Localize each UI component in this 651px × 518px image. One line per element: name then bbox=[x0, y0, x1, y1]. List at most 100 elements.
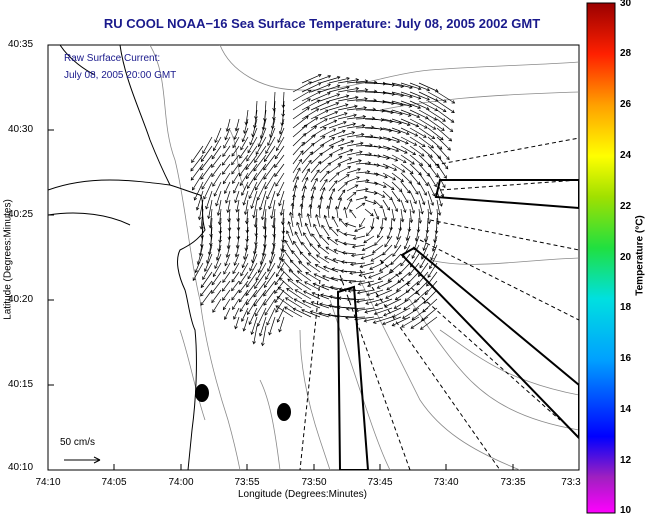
current-vector-head bbox=[331, 188, 336, 192]
current-vector bbox=[355, 99, 377, 102]
current-vector bbox=[310, 169, 320, 183]
current-vector-head bbox=[240, 272, 244, 277]
current-vector-head bbox=[212, 309, 216, 313]
current-vector bbox=[243, 316, 249, 332]
current-vector bbox=[211, 271, 222, 285]
current-vector-head bbox=[309, 310, 314, 314]
current-vector-head bbox=[224, 136, 228, 141]
current-vector bbox=[355, 180, 369, 183]
current-vector bbox=[364, 172, 379, 175]
current-vector bbox=[324, 215, 330, 228]
current-vector bbox=[301, 74, 322, 84]
current-vector bbox=[436, 91, 455, 104]
current-vector bbox=[291, 250, 303, 264]
current-vector-head bbox=[354, 184, 359, 188]
colorbar bbox=[586, 2, 616, 514]
current-vector bbox=[328, 172, 340, 183]
current-vector-head bbox=[246, 283, 250, 288]
current-vector-head bbox=[429, 265, 433, 270]
current-vector-head bbox=[423, 300, 427, 304]
current-vector bbox=[222, 154, 231, 166]
current-vector-head bbox=[314, 264, 319, 268]
current-vector-head bbox=[443, 99, 447, 103]
current-vector bbox=[373, 199, 383, 209]
current-vector bbox=[278, 190, 285, 206]
current-vector bbox=[392, 244, 402, 257]
current-vector-head bbox=[319, 234, 323, 239]
current-vector-head bbox=[301, 194, 306, 198]
current-vector-head bbox=[405, 237, 410, 241]
colorbar-tick: 26 bbox=[620, 99, 632, 110]
current-vector bbox=[391, 208, 395, 222]
current-vector-head bbox=[241, 138, 246, 143]
current-vector bbox=[336, 315, 357, 318]
current-vector-head bbox=[312, 282, 317, 287]
current-vector-head bbox=[294, 231, 298, 235]
current-vector bbox=[418, 91, 438, 102]
current-vector-head bbox=[341, 260, 345, 264]
current-vector bbox=[338, 297, 357, 300]
radar-beams bbox=[336, 179, 579, 470]
current-vector bbox=[255, 136, 267, 155]
current-vector bbox=[224, 253, 231, 266]
current-vector bbox=[335, 239, 348, 246]
current-vector bbox=[288, 221, 294, 237]
current-vector bbox=[427, 190, 434, 206]
current-vector bbox=[355, 153, 372, 156]
current-vector-head bbox=[245, 229, 250, 234]
current-vector bbox=[222, 145, 231, 157]
current-vector bbox=[291, 203, 294, 219]
current-vector-head bbox=[315, 254, 320, 258]
current-vector-head bbox=[302, 133, 307, 137]
current-vector-head bbox=[351, 244, 356, 249]
current-vector bbox=[391, 145, 408, 154]
current-vector bbox=[318, 205, 321, 219]
current-vector bbox=[375, 298, 393, 306]
x-tick: 73:50 bbox=[301, 477, 327, 488]
current-vector bbox=[212, 262, 222, 277]
legend-line-2: July 08, 2005 20:00 GMT bbox=[64, 70, 177, 81]
current-vector bbox=[281, 109, 285, 126]
current-vector bbox=[263, 163, 276, 180]
current-vector bbox=[224, 181, 231, 194]
current-vector bbox=[389, 262, 402, 274]
current-vector-head bbox=[245, 175, 250, 180]
current-vector-head bbox=[407, 113, 412, 117]
current-vector bbox=[423, 235, 429, 251]
current-vector bbox=[361, 253, 375, 259]
current-vector-head bbox=[240, 146, 244, 151]
current-vector bbox=[309, 204, 312, 219]
current-vector bbox=[306, 262, 321, 273]
current-vector bbox=[262, 325, 267, 346]
current-vector-head bbox=[327, 83, 331, 87]
current-vector-head bbox=[340, 269, 344, 273]
current-vector bbox=[374, 235, 384, 246]
current-vector-head bbox=[239, 308, 244, 313]
current-vector-head bbox=[313, 223, 317, 228]
current-vector bbox=[355, 82, 377, 84]
current-vector-head bbox=[241, 192, 245, 196]
current-vector-head bbox=[278, 328, 282, 333]
current-vector-head bbox=[359, 150, 363, 155]
current-vector bbox=[310, 152, 323, 165]
current-vector bbox=[397, 271, 411, 283]
current-vector bbox=[373, 136, 391, 141]
current-vector bbox=[257, 181, 267, 201]
current-vector bbox=[319, 235, 330, 246]
current-vector-head bbox=[372, 250, 376, 254]
current-vector bbox=[274, 163, 285, 177]
current-vector-head bbox=[278, 277, 283, 281]
current-vector bbox=[391, 100, 412, 107]
current-vector-head bbox=[366, 232, 370, 237]
current-vector-head bbox=[316, 169, 320, 173]
current-vector-head bbox=[286, 288, 290, 292]
current-vector bbox=[227, 199, 231, 213]
current-vector-head bbox=[346, 174, 350, 178]
current-vector-head bbox=[366, 170, 371, 174]
current-vector bbox=[419, 253, 429, 268]
current-vector bbox=[355, 126, 374, 129]
current-vector bbox=[292, 141, 305, 156]
current-vector-head bbox=[392, 218, 396, 222]
current-vector-head bbox=[253, 293, 257, 298]
current-vector bbox=[403, 298, 420, 310]
